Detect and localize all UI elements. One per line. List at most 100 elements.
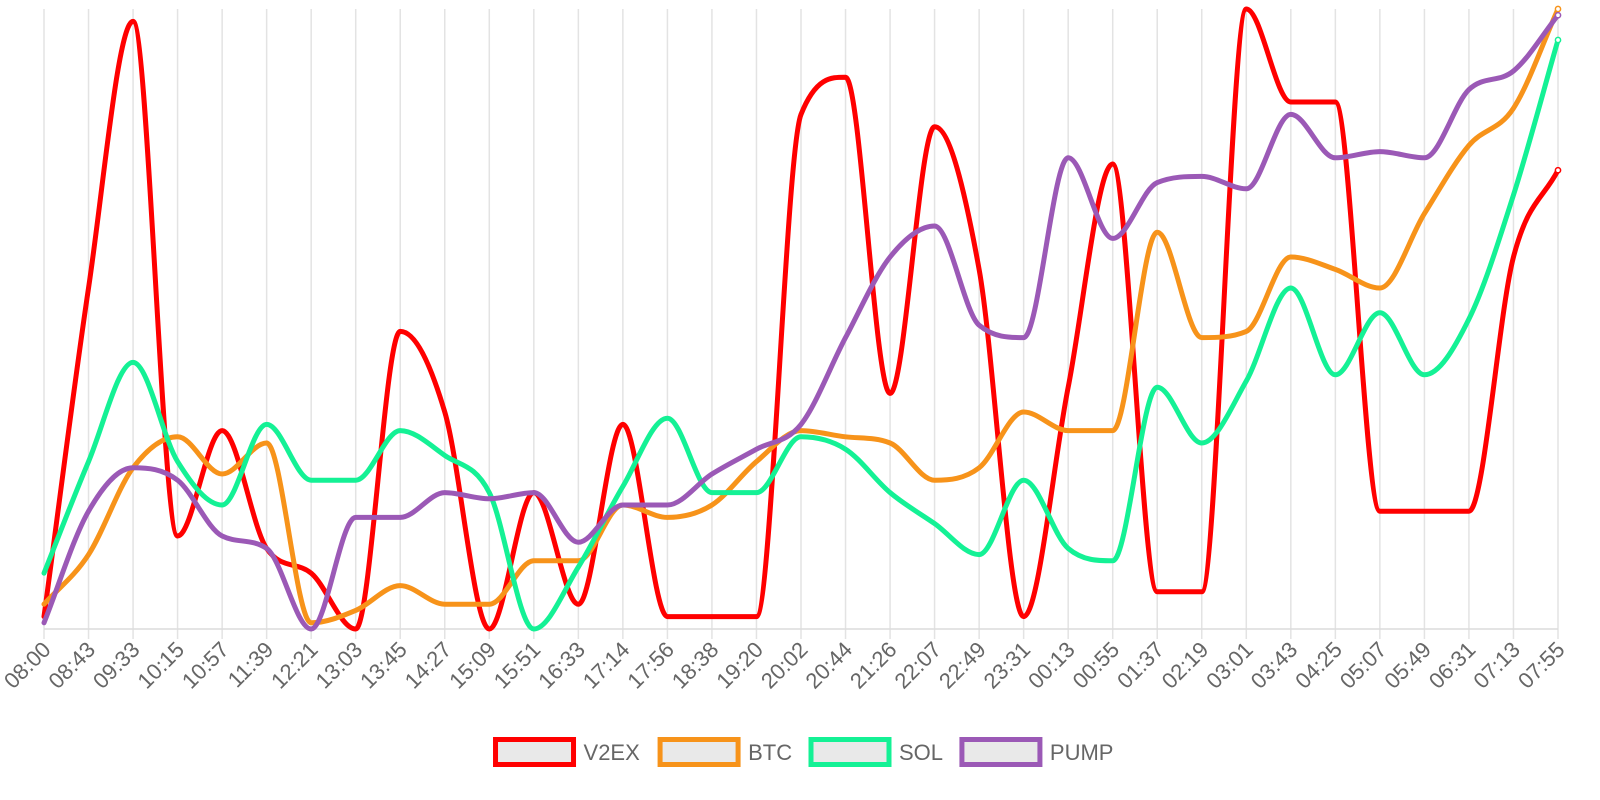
- x-tick-label: 22:07: [890, 637, 947, 694]
- x-tick-label: 08:00: [0, 637, 56, 694]
- data-point-pump: [487, 496, 492, 501]
- data-point-sol: [175, 459, 180, 464]
- data-point-pump: [442, 490, 447, 495]
- data-point-v2ex: [620, 422, 626, 427]
- data-point-sol: [709, 490, 715, 495]
- data-point-btc: [219, 471, 225, 477]
- data-point-sol: [308, 478, 314, 483]
- x-tick-label: 12:21: [266, 637, 323, 694]
- data-point-pump: [1466, 87, 1472, 92]
- x-tick-label: 15:09: [444, 637, 501, 694]
- data-point-v2ex: [308, 571, 314, 576]
- data-point-btc: [531, 558, 537, 563]
- data-point-v2ex: [487, 626, 492, 632]
- data-point-v2ex: [398, 329, 403, 334]
- legend-item-sol[interactable]: SOL: [808, 737, 943, 767]
- x-tick-label: 22:49: [934, 637, 991, 694]
- legend-item-btc[interactable]: BTC: [657, 737, 792, 767]
- data-point-sol: [665, 416, 670, 421]
- data-point-v2ex: [86, 285, 91, 291]
- data-point-v2ex: [709, 614, 715, 619]
- data-point-sol: [264, 422, 269, 427]
- data-point-btc: [398, 583, 403, 588]
- data-point-sol: [1288, 285, 1294, 291]
- data-point-v2ex: [130, 19, 136, 24]
- grid: [43, 9, 1559, 639]
- series-lines: [41, 5, 1562, 632]
- data-point-btc: [665, 515, 670, 520]
- x-tick-label: 05:49: [1379, 637, 1436, 694]
- data-point-btc: [1065, 428, 1071, 433]
- data-point-pump: [887, 254, 893, 260]
- data-point-pump: [1333, 155, 1338, 160]
- data-point-pump: [353, 515, 358, 520]
- x-tick-label: 01:37: [1112, 637, 1169, 694]
- data-point-sol: [531, 626, 537, 632]
- data-point-v2ex: [976, 267, 982, 272]
- x-tick-label: 07:55: [1513, 637, 1570, 694]
- data-point-pump: [308, 626, 314, 632]
- data-point-pump: [1155, 180, 1160, 185]
- x-tick-label: 11:39: [223, 637, 278, 692]
- data-point-sol: [1422, 372, 1427, 377]
- data-point-sol: [130, 360, 136, 365]
- data-point-v2ex: [843, 75, 848, 80]
- data-point-btc: [1377, 285, 1383, 291]
- data-point-v2ex: [1155, 589, 1160, 594]
- data-point-pump: [932, 223, 937, 229]
- x-tick-label: 09:33: [88, 637, 145, 694]
- data-point-pump: [1288, 112, 1294, 117]
- x-tick-label: 13:03: [311, 637, 368, 694]
- data-point-sol: [353, 478, 358, 483]
- data-point-v2ex: [1288, 99, 1294, 105]
- data-point-pump: [754, 447, 759, 452]
- data-point-v2ex: [576, 602, 581, 607]
- legend-item-pump[interactable]: PUMP: [959, 737, 1114, 767]
- data-point-btc: [442, 602, 447, 607]
- data-point-v2ex: [1244, 6, 1249, 12]
- x-tick-label: 23:31: [979, 637, 1036, 694]
- data-point-sol: [976, 552, 982, 557]
- data-point-pump: [798, 422, 804, 427]
- data-point-sol: [1110, 558, 1115, 563]
- series-line-btc: [41, 6, 1561, 626]
- data-point-v2ex: [1422, 509, 1427, 514]
- data-point-sol: [219, 502, 225, 508]
- legend-item-v2ex[interactable]: V2EX: [493, 737, 641, 767]
- data-point-sol: [398, 428, 403, 433]
- legend-label-v2ex: V2EX: [584, 740, 641, 765]
- legend-label-btc: BTC: [748, 740, 792, 765]
- x-tick-label: 18:38: [667, 637, 724, 694]
- data-point-btc: [1244, 329, 1249, 334]
- data-point-pump: [531, 490, 537, 495]
- data-point-sol: [843, 447, 848, 452]
- data-point-sol: [576, 564, 581, 570]
- legend[interactable]: V2EX BTC SOL PUMP: [493, 737, 1114, 767]
- data-point-sol: [887, 490, 893, 495]
- data-point-btc: [932, 478, 937, 483]
- data-point-btc: [41, 602, 47, 607]
- data-point-sol: [86, 459, 91, 464]
- x-tick-label: 05:07: [1335, 637, 1392, 694]
- data-point-btc: [1422, 211, 1427, 216]
- x-axis-tick-labels: 08:0008:4309:3310:1510:5711:3912:2113:03…: [0, 637, 1570, 694]
- x-tick-label: 06:31: [1424, 637, 1481, 694]
- data-point-btc: [976, 465, 982, 470]
- data-point-v2ex: [175, 533, 180, 539]
- data-point-sol: [41, 571, 47, 576]
- series-sol: [41, 36, 1562, 632]
- x-tick-label: 15:51: [489, 637, 546, 694]
- data-point-v2ex: [665, 614, 670, 619]
- legend-label-sol: SOL: [899, 740, 943, 765]
- data-point-pump: [1422, 155, 1427, 160]
- x-tick-label: 20:44: [800, 637, 857, 694]
- data-point-btc: [353, 608, 358, 613]
- data-point-v2ex: [1199, 589, 1204, 594]
- data-point-v2ex: [1065, 385, 1071, 390]
- x-tick-label: 20:02: [756, 637, 813, 694]
- x-tick-label: 10:57: [177, 637, 234, 694]
- data-point-pump: [620, 502, 626, 508]
- data-point-sol: [1554, 36, 1562, 44]
- data-point-v2ex: [1554, 166, 1562, 174]
